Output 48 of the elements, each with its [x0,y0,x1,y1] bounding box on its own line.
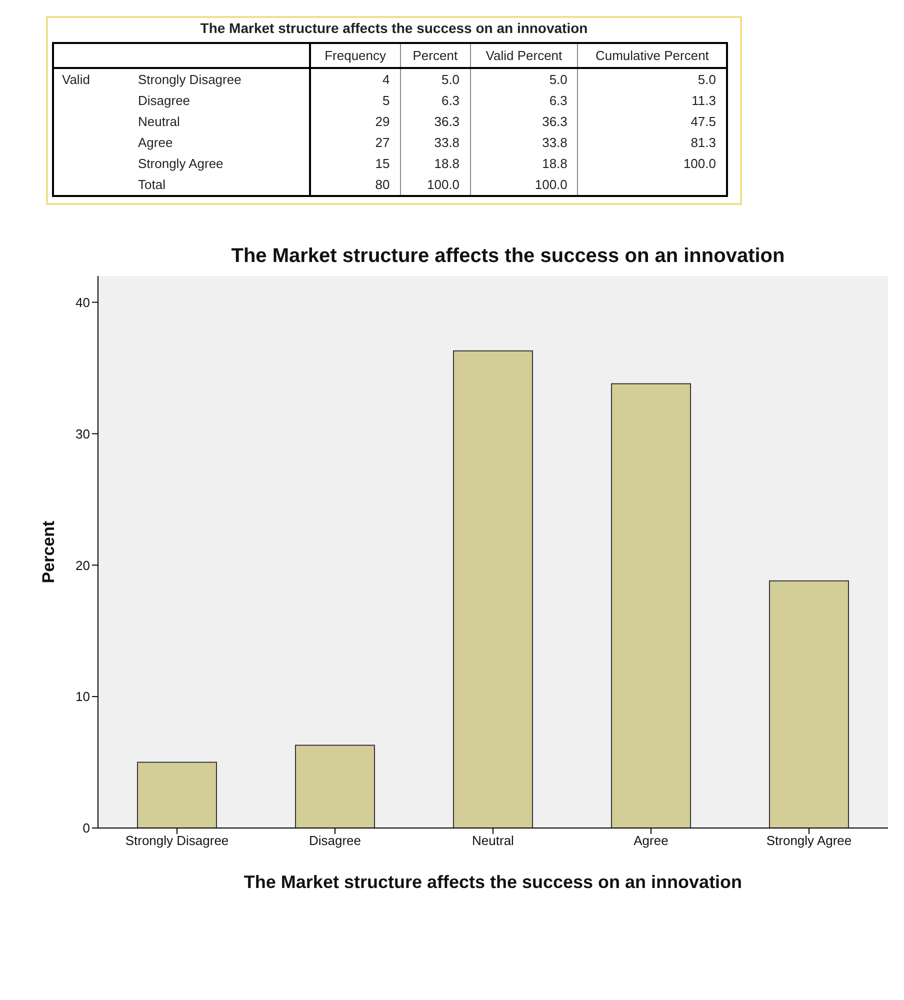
data-label: 29 [310,111,400,132]
x-axis-title: The Market structure affects the success on an innovation [244,872,742,892]
x-tick-label: Strongly Disagree [125,833,229,848]
category-label: Strongly Agree [130,153,310,174]
x-tick-label: Agree [634,833,668,848]
data-label: 36.3 [400,111,470,132]
data-label: 15 [310,153,400,174]
category-label: Neutral [130,111,310,132]
data-label: 5.0 [400,68,470,90]
data-label: 5 [310,90,400,111]
text: Valid [61,71,91,89]
text: Valid Percent [470,43,578,68]
y-tick-label: 30 [76,426,90,442]
data-label: 11.3 [578,90,727,111]
legend-label: Cumulative Percent [578,43,727,68]
data-label: 47.5 [578,111,727,132]
data-label: 100.0 [470,174,578,196]
data-label: 100.0 [578,153,727,174]
y-tick-label: 20 [76,558,90,573]
data-label: 80 [310,174,400,196]
data-label: 27 [310,132,400,153]
data-label: 4 [310,68,400,90]
chart-title: The Market structure affects the success on an innovation [230,245,786,268]
data-label: 36.3 [470,111,578,132]
y-tick-label: 10 [76,689,90,704]
y-axis-title: Percent [39,520,58,584]
data-label: 81.3 [578,132,727,153]
y-tick-label: 40 [76,294,90,310]
x-tick-label: Disagree [308,833,362,848]
category-label: Strongly Disagree [130,68,310,90]
data-label: 18.8 [400,153,470,174]
text: Percent [400,43,470,68]
data-label: 100.0 [400,174,470,196]
data-label: 6.3 [470,90,578,111]
category-label: Disagree [130,90,310,111]
y-tick-label: 0 [82,820,90,836]
data-label: 33.8 [470,132,578,153]
data-label: 33.8 [400,132,470,153]
data-label: 5.0 [578,68,727,90]
data-label: 5.0 [470,68,578,90]
x-tick-label: Neutral [472,833,514,848]
x-tick-label: Strongly Agree [766,833,852,848]
text: Frequency [310,43,400,68]
text: The Market structure affects the success on an innovation [199,20,589,36]
category-label: Agree [130,132,310,153]
data-label: 6.3 [400,90,470,111]
category-label: Total [130,174,310,196]
data-label: 18.8 [470,153,578,174]
